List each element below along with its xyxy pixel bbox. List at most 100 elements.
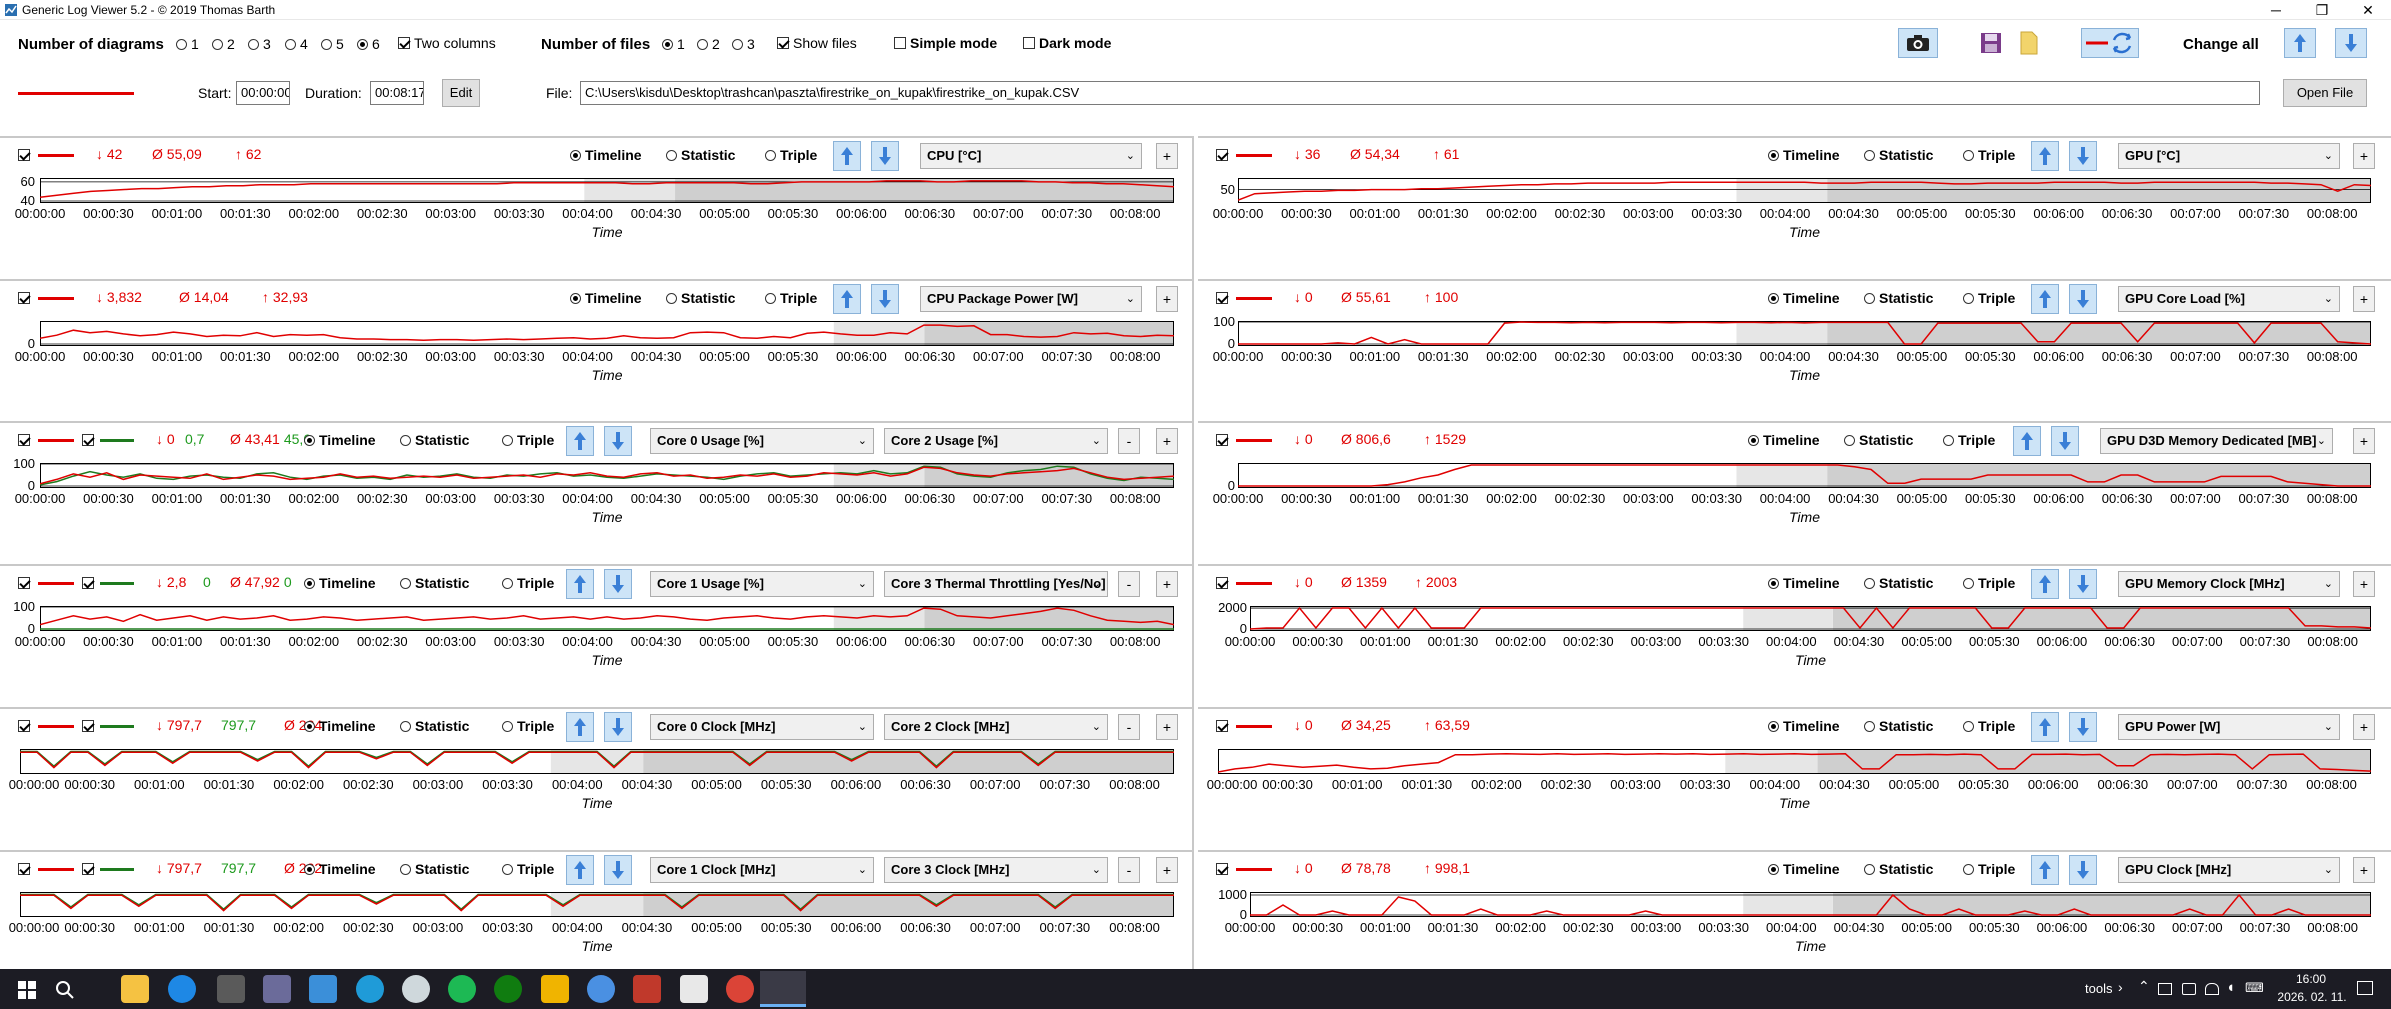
view-statistic-radio[interactable]: Statistic <box>666 290 735 306</box>
game-launcher-icon[interactable] <box>541 975 569 1003</box>
series2-color-swatch[interactable] <box>100 439 134 442</box>
view-triple-radio[interactable]: Triple <box>1963 861 2015 877</box>
series1-visible-checkbox[interactable] <box>1216 290 1232 307</box>
move-up-button[interactable] <box>2031 141 2059 171</box>
move-down-button[interactable] <box>2069 141 2097 171</box>
sensor1-select[interactable]: GPU [°C] ⌄ <box>2118 143 2340 169</box>
move-up-button[interactable] <box>2031 284 2059 314</box>
view-timeline-radio[interactable]: Timeline <box>570 290 642 306</box>
file-explorer-icon[interactable] <box>121 975 149 1003</box>
language-icon[interactable]: ⌨ <box>2245 980 2264 995</box>
remove-series-button[interactable]: - <box>1118 714 1140 740</box>
series1-visible-checkbox[interactable] <box>1216 575 1232 592</box>
view-statistic-radio[interactable]: Statistic <box>400 432 469 448</box>
start-input[interactable]: 00:00:00 <box>236 81 290 105</box>
sensor1-select[interactable]: GPU Core Load [%] ⌄ <box>2118 286 2340 312</box>
add-series-button[interactable]: + <box>2353 714 2375 740</box>
series1-color-swatch[interactable] <box>38 725 74 728</box>
add-series-button[interactable]: + <box>1156 571 1178 597</box>
view-statistic-radio[interactable]: Statistic <box>1864 290 1933 306</box>
file-radio-1[interactable]: 1 <box>662 36 685 52</box>
view-triple-radio[interactable]: Triple <box>502 861 554 877</box>
view-timeline-radio[interactable]: Timeline <box>1768 147 1840 163</box>
series1-color-swatch[interactable] <box>1236 868 1272 871</box>
series1-visible-checkbox[interactable] <box>1216 718 1232 735</box>
plot-area[interactable] <box>40 321 1174 347</box>
move-up-button[interactable] <box>2031 712 2059 742</box>
view-statistic-radio[interactable]: Statistic <box>1864 861 1933 877</box>
view-statistic-radio[interactable]: Statistic <box>1864 147 1933 163</box>
chrome-icon[interactable] <box>726 975 754 1003</box>
series1-color-swatch[interactable] <box>1236 439 1272 442</box>
plot-area[interactable] <box>1218 749 2371 775</box>
add-series-button[interactable]: + <box>1156 428 1178 454</box>
diagram-radio-5[interactable]: 5 <box>321 36 344 52</box>
app-blue-icon[interactable] <box>168 975 196 1003</box>
view-triple-radio[interactable]: Triple <box>502 575 554 591</box>
view-statistic-radio[interactable]: Statistic <box>1864 718 1933 734</box>
series2-color-swatch[interactable] <box>100 868 134 871</box>
sensor1-select[interactable]: GPU Clock [MHz] ⌄ <box>2118 857 2340 883</box>
file-path-input[interactable]: C:\Users\kisdu\Desktop\trashcan\paszta\f… <box>580 81 2260 105</box>
series1-color-swatch[interactable] <box>38 868 74 871</box>
add-series-button[interactable]: + <box>2353 143 2375 169</box>
move-all-up-button[interactable] <box>2284 28 2316 58</box>
file-color-swatch[interactable] <box>18 92 134 95</box>
move-up-button[interactable] <box>566 426 594 456</box>
edge-browser-icon[interactable] <box>356 975 384 1003</box>
view-timeline-radio[interactable]: Timeline <box>304 861 376 877</box>
sensor1-select[interactable]: Core 0 Clock [MHz] ⌄ <box>650 714 874 740</box>
move-down-button[interactable] <box>604 569 632 599</box>
security-icon[interactable] <box>633 975 661 1003</box>
close-button[interactable]: ✕ <box>2362 2 2374 18</box>
chevron-up-icon[interactable]: ⌃ <box>2138 978 2150 994</box>
move-up-button[interactable] <box>833 141 861 171</box>
series2-color-swatch[interactable] <box>100 725 134 728</box>
screenshot-button[interactable] <box>1898 28 1938 58</box>
clock-date[interactable]: 2026. 02. 11. <box>2277 990 2347 1004</box>
windows-start-icon[interactable] <box>18 981 36 999</box>
two-columns-checkbox[interactable]: Two columns <box>398 35 496 51</box>
battery-icon[interactable] <box>2182 983 2196 995</box>
diagram-radio-4[interactable]: 4 <box>285 36 308 52</box>
move-up-button[interactable] <box>2013 426 2041 456</box>
search-icon[interactable] <box>55 980 75 1000</box>
add-series-button[interactable]: + <box>1156 143 1178 169</box>
app-window-icon[interactable] <box>309 975 337 1003</box>
sensor1-select[interactable]: CPU [°C] ⌄ <box>920 143 1142 169</box>
add-series-button[interactable]: + <box>2353 428 2375 454</box>
open-file-button[interactable]: Open File <box>2283 79 2367 107</box>
plot-area[interactable] <box>20 749 1174 775</box>
view-statistic-radio[interactable]: Statistic <box>400 575 469 591</box>
sensor1-select[interactable]: Core 1 Usage [%] ⌄ <box>650 571 874 597</box>
sensor1-select[interactable]: Core 1 Clock [MHz] ⌄ <box>650 857 874 883</box>
sensor1-select[interactable]: GPU Power [W] ⌄ <box>2118 714 2340 740</box>
simple-mode-checkbox[interactable]: Simple mode <box>894 35 997 51</box>
tool-icon[interactable] <box>263 975 291 1003</box>
move-down-button[interactable] <box>604 426 632 456</box>
sensor2-select[interactable]: Core 2 Usage [%] ⌄ <box>884 428 1108 454</box>
add-series-button[interactable]: + <box>2353 857 2375 883</box>
xbox-icon[interactable] <box>494 975 522 1003</box>
series1-color-swatch[interactable] <box>1236 725 1272 728</box>
plot-area[interactable] <box>40 606 1174 632</box>
view-triple-radio[interactable]: Triple <box>1963 575 2015 591</box>
view-timeline-radio[interactable]: Timeline <box>1768 575 1840 591</box>
move-down-button[interactable] <box>2069 284 2097 314</box>
plot-area[interactable] <box>1250 606 2371 632</box>
diagram-radio-2[interactable]: 2 <box>212 36 235 52</box>
add-series-button[interactable]: + <box>1156 286 1178 312</box>
view-statistic-radio[interactable]: Statistic <box>666 147 735 163</box>
clock-time[interactable]: 16:00 <box>2295 972 2327 986</box>
series1-color-swatch[interactable] <box>1236 154 1272 157</box>
move-up-button[interactable] <box>833 284 861 314</box>
spotify-icon[interactable] <box>448 975 476 1003</box>
sensor2-select[interactable]: Core 2 Clock [MHz] ⌄ <box>884 714 1108 740</box>
sensor1-select[interactable]: GPU Memory Clock [MHz] ⌄ <box>2118 571 2340 597</box>
move-down-button[interactable] <box>871 284 899 314</box>
series1-visible-checkbox[interactable] <box>18 861 34 878</box>
minimize-button[interactable]: ─ <box>2271 2 2281 18</box>
series1-visible-checkbox[interactable] <box>18 575 34 592</box>
series1-color-swatch[interactable] <box>38 582 74 585</box>
move-up-button[interactable] <box>566 712 594 742</box>
